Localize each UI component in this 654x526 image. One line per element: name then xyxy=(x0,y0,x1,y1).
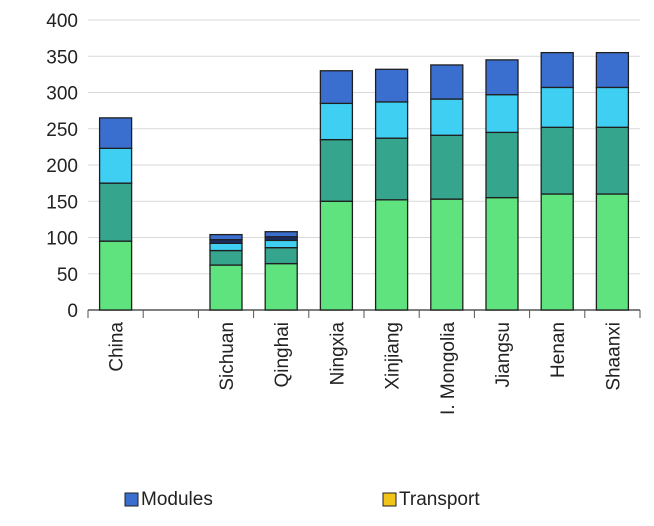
bar-segment xyxy=(98,117,133,149)
axes xyxy=(87,309,641,318)
bar-segment xyxy=(374,101,409,139)
bar-segment xyxy=(595,126,630,195)
bar-segment xyxy=(430,134,464,200)
y-tick-label: 250 xyxy=(46,120,78,141)
bar-segment xyxy=(540,126,574,195)
bar-segment xyxy=(319,200,354,311)
bar-segment xyxy=(319,70,354,105)
bar-segment xyxy=(98,240,133,311)
bar-segment xyxy=(374,68,409,103)
x-category-labels: China Sichuan Qinghai Ningxia Xinjiang I. Mon… xyxy=(107,322,625,415)
bar-segment xyxy=(374,137,409,201)
bar-segment xyxy=(540,51,574,89)
bar-segment xyxy=(209,242,243,252)
x-category-label: Ningxia xyxy=(327,322,348,386)
legend-swatch xyxy=(124,492,139,507)
bar-segment xyxy=(98,147,133,184)
gridlines xyxy=(88,19,640,275)
x-category-label: Xinjiang xyxy=(383,322,404,390)
bar-segment xyxy=(264,262,298,311)
bar-segment xyxy=(540,86,574,128)
bar-segment xyxy=(264,239,298,249)
bar-segment xyxy=(485,59,519,96)
y-tick-label: 100 xyxy=(46,229,78,250)
bar-segment xyxy=(595,86,630,128)
legend-label: Transport xyxy=(399,489,480,510)
bars xyxy=(98,51,630,311)
bar-segment xyxy=(209,233,243,241)
x-category-label: Qinghai xyxy=(272,322,293,388)
y-tick-label: 350 xyxy=(46,47,78,68)
y-tick-label: 50 xyxy=(57,265,78,286)
bar-segment xyxy=(98,182,133,242)
x-category-label: Shaanxi xyxy=(603,322,624,391)
bar-segment xyxy=(319,102,354,141)
bar-segment xyxy=(595,193,630,311)
y-tick-label: 0 xyxy=(67,301,78,322)
y-tick-labels: 0 50 100 150 200 250 300 350 400 xyxy=(46,11,78,322)
bar-segment xyxy=(319,138,354,202)
bar-segment xyxy=(209,264,243,311)
x-category-label: Henan xyxy=(548,322,569,378)
bar-segment xyxy=(374,199,409,311)
bar-segment xyxy=(209,249,243,266)
bar-segment xyxy=(485,94,519,134)
bar-segment xyxy=(264,246,298,265)
bar-segment xyxy=(430,98,464,136)
y-tick-label: 150 xyxy=(46,192,78,213)
y-tick-label: 300 xyxy=(46,84,78,105)
y-tick-label: 200 xyxy=(46,156,78,177)
legend: Modules Transport xyxy=(124,489,480,510)
bar-segment xyxy=(430,64,464,100)
x-category-label: Jiangsu xyxy=(493,322,514,388)
bar-segment xyxy=(430,198,464,311)
x-category-label: I. Mongolia xyxy=(438,322,459,415)
bar-segment xyxy=(485,196,519,311)
y-tick-label: 400 xyxy=(46,11,78,32)
bar-segment xyxy=(595,51,630,89)
bar-segment xyxy=(264,231,298,238)
legend-swatch xyxy=(382,492,397,507)
x-category-label: China xyxy=(107,322,128,372)
x-category-label: Sichuan xyxy=(217,322,238,391)
legend-label: Modules xyxy=(141,489,213,510)
bar-segment xyxy=(540,193,574,311)
bar-segment xyxy=(485,131,519,199)
